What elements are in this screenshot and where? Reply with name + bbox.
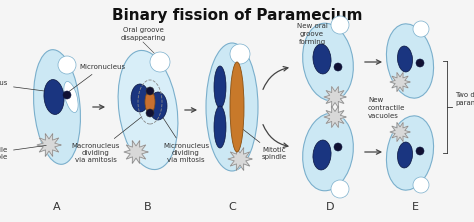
Circle shape [58,56,76,74]
Text: Micronucleus: Micronucleus [69,64,125,91]
Text: Binary fission of Paramecium: Binary fission of Paramecium [112,8,362,23]
Ellipse shape [64,81,78,113]
Circle shape [416,147,424,155]
Ellipse shape [145,91,155,113]
Polygon shape [324,87,346,107]
Ellipse shape [303,113,353,191]
Text: E: E [411,202,419,212]
Circle shape [63,91,71,99]
Ellipse shape [230,62,244,152]
Polygon shape [37,134,61,157]
Circle shape [334,143,342,151]
Text: Two daughter: Two daughter [455,92,474,98]
Text: B: B [144,202,152,212]
Text: C: C [228,202,236,212]
Ellipse shape [44,79,64,115]
Ellipse shape [34,50,81,164]
Text: paramecia: paramecia [455,100,474,106]
Ellipse shape [118,50,178,170]
Text: Contractile
vacuole: Contractile vacuole [0,145,46,160]
Ellipse shape [397,46,412,72]
Circle shape [150,52,170,72]
Ellipse shape [303,23,353,101]
Circle shape [416,59,424,67]
Circle shape [413,21,429,37]
Text: Macronucleus: Macronucleus [0,80,49,92]
Text: Macronucleus
dividing
via amitosis: Macronucleus dividing via amitosis [72,117,142,163]
Text: New: New [368,97,383,103]
Ellipse shape [214,106,226,148]
Circle shape [331,180,349,198]
Polygon shape [228,148,252,170]
Circle shape [230,44,250,64]
Circle shape [331,16,349,34]
Ellipse shape [206,43,258,171]
Text: contractile: contractile [368,105,405,111]
Polygon shape [324,107,346,127]
Polygon shape [124,141,148,163]
Text: Mitotic
spindle: Mitotic spindle [242,129,287,160]
Text: forming: forming [299,39,326,45]
Polygon shape [390,123,410,141]
Circle shape [413,177,429,193]
Polygon shape [390,73,410,91]
Circle shape [146,109,154,117]
Text: vacuoles: vacuoles [368,113,399,119]
Ellipse shape [214,66,226,108]
Text: Micronucleus
dividing
via mitosis: Micronucleus dividing via mitosis [160,112,209,163]
Circle shape [146,87,154,95]
Text: A: A [53,202,61,212]
Text: Oral groove: Oral groove [123,27,164,33]
Ellipse shape [386,116,434,190]
Text: D: D [326,202,334,212]
Text: disappearing: disappearing [120,35,165,41]
Ellipse shape [397,142,412,168]
Text: New oral: New oral [297,23,328,29]
Text: groove: groove [300,31,324,37]
Ellipse shape [149,92,167,120]
Circle shape [334,63,342,71]
Ellipse shape [313,140,331,170]
Ellipse shape [313,44,331,74]
Ellipse shape [386,24,434,98]
Ellipse shape [131,84,149,112]
